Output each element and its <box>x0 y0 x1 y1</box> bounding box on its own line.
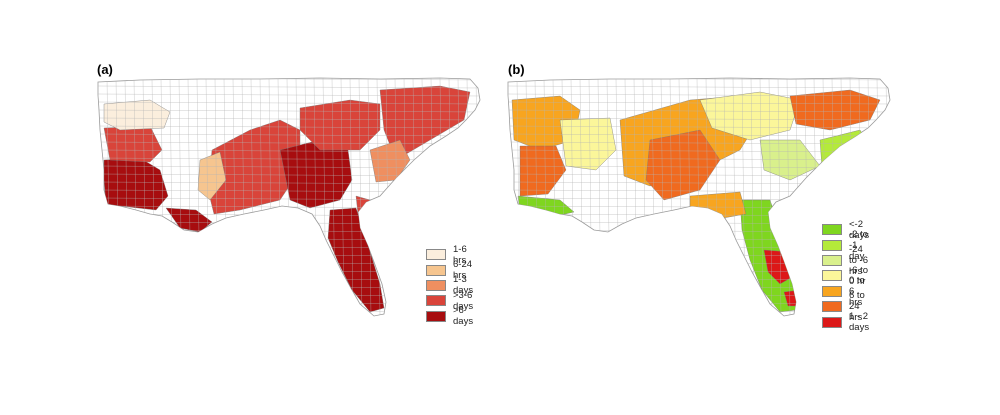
county-border <box>98 109 480 113</box>
legend-label: -2 to -1 day <box>849 228 869 262</box>
legend-swatch <box>426 295 446 307</box>
county-border <box>777 78 782 316</box>
region-outline <box>97 77 481 317</box>
county-border <box>98 125 480 129</box>
panel-b-label: (b) <box>508 62 525 77</box>
legend-swatch <box>822 285 842 297</box>
county-border <box>98 117 480 121</box>
county-group <box>103 99 171 131</box>
legend-item: >6 days <box>426 305 473 327</box>
legend-swatch <box>426 249 446 261</box>
legend-label: <-2 days <box>849 218 870 241</box>
county-border <box>358 78 363 316</box>
county-border <box>508 101 890 105</box>
county-border <box>349 78 354 316</box>
legend-swatch <box>822 254 842 266</box>
legend-swatch <box>822 301 842 313</box>
county-border <box>759 78 764 316</box>
legend-swatch <box>426 264 446 276</box>
county-border <box>98 85 480 89</box>
legend-item: 1 - 2 days <box>822 311 869 333</box>
legend-item: -24 to -6 hrs <box>822 244 869 277</box>
county-border <box>885 78 890 316</box>
county-group <box>165 207 213 233</box>
legend-label: -6 to 0 hr <box>849 264 869 287</box>
county-group <box>299 99 381 151</box>
legend-label: 1 - 2 days <box>849 311 870 334</box>
county-border <box>508 141 890 145</box>
legend-item: -6 to 0 hr <box>822 265 869 287</box>
county-group <box>379 85 471 161</box>
county-border <box>508 109 890 113</box>
county-group <box>699 91 801 141</box>
county-border <box>367 78 372 316</box>
legend-swatch <box>822 224 842 236</box>
legend-label: 0 to 6 hrs <box>849 274 865 308</box>
legend-swatch <box>822 270 842 282</box>
county-border <box>508 125 890 129</box>
panel-a-label: (a) <box>97 62 113 77</box>
legend-item: 6 to 24 hrs <box>822 290 869 323</box>
legend-swatch <box>426 310 446 322</box>
legend-item: -2 to -1 day <box>822 229 869 262</box>
county-border <box>508 117 890 121</box>
county-border <box>508 133 890 137</box>
county-group <box>759 139 821 181</box>
legend-swatch <box>426 279 446 291</box>
county-border <box>508 149 890 153</box>
legend-label: 1-3 days <box>453 274 474 297</box>
legend-label: 6 to 24 hrs <box>849 290 865 324</box>
legend-swatch <box>822 239 842 251</box>
county-border <box>98 101 480 105</box>
county-border <box>98 133 480 137</box>
legend-b: <-2 days -2 to -1 day -24 to -6 hrs -6 to 0… <box>822 219 869 333</box>
legend-item: <-2 days <box>822 219 869 241</box>
county-border <box>508 85 890 89</box>
county-group <box>369 139 411 183</box>
legend-label: >3-6 days <box>453 289 474 312</box>
county-border <box>508 93 890 97</box>
legend-label: 6-24 hrs <box>453 259 473 282</box>
county-border <box>768 78 773 316</box>
legend-item: 1-3 days <box>426 274 473 296</box>
legend-item: 1-6 hrs <box>426 244 473 266</box>
legend-a: 1-6 hrs 6-24 hrs 1-3 days >3-6 days >6 days <box>426 244 473 327</box>
legend-item: >3-6 days <box>426 290 473 312</box>
legend-label: >6 days <box>453 305 474 328</box>
county-border <box>98 93 480 97</box>
legend-item: 0 to 6 hrs <box>822 275 869 308</box>
county-border <box>98 141 480 145</box>
legend-label: -24 to -6 hrs <box>849 243 869 277</box>
county-group <box>645 129 721 201</box>
legend-item: 6-24 hrs <box>426 259 473 281</box>
county-border <box>98 149 480 153</box>
legend-swatch <box>822 316 842 328</box>
legend-label: 1-6 hrs <box>453 243 467 266</box>
